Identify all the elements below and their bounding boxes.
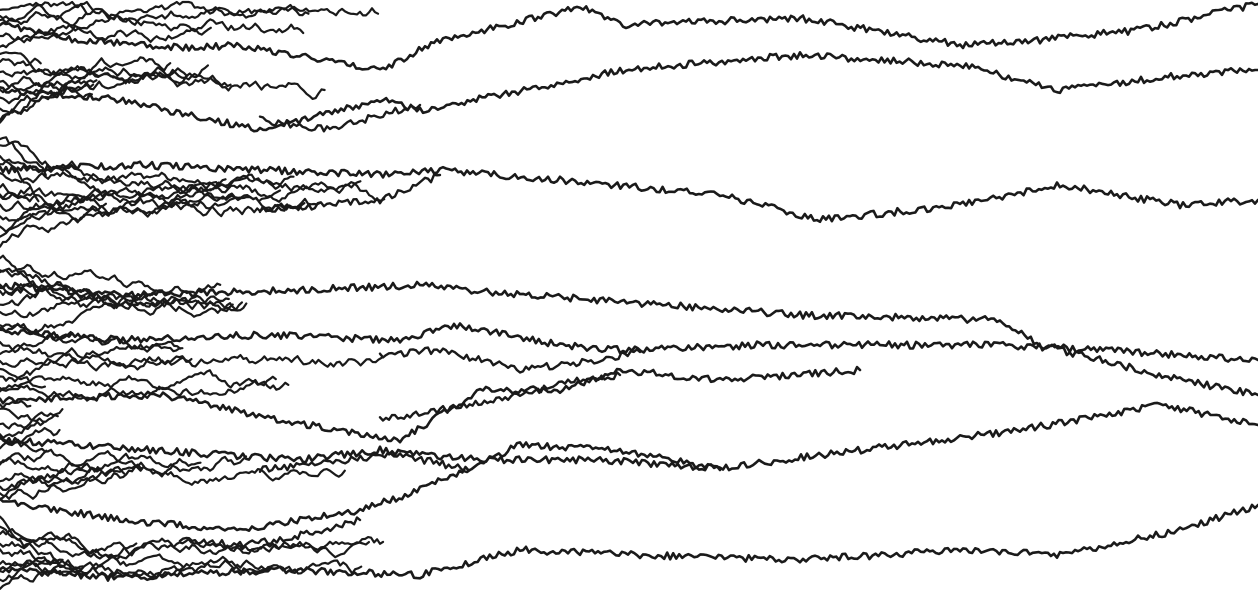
- walk-branch-64: [0, 537, 370, 590]
- walk-branch-57: [0, 525, 363, 575]
- walk-branch-14: [0, 79, 98, 124]
- walk-merge-3: [378, 346, 642, 374]
- walk-branch-46: [0, 408, 64, 430]
- walk-trunk-5: [0, 322, 1258, 363]
- walk-branch-5: [0, 5, 380, 49]
- walk-branch-4: [0, 23, 212, 43]
- walk-branch-43: [0, 369, 277, 393]
- walk-trunk-2: [0, 51, 1258, 133]
- walk-branch-6: [0, 51, 189, 83]
- walk-branch-53: [0, 466, 102, 491]
- walk-branch-25: [0, 174, 362, 233]
- walk-merge-2: [258, 173, 442, 214]
- walk-merge-4: [378, 371, 622, 422]
- walk-branch-48: [0, 426, 61, 446]
- walk-branch-63: [0, 558, 64, 583]
- walk-branch-55: [0, 463, 346, 501]
- walk-merge-1: [258, 103, 422, 133]
- walk-branch-7: [0, 57, 42, 67]
- walk-branch-22: [0, 187, 107, 208]
- walk-branch-15: [0, 136, 47, 177]
- walk-branch-39: [0, 343, 184, 369]
- walk-branch-29: [0, 263, 222, 295]
- walk-branch-56: [0, 515, 84, 570]
- walk-branch-12: [0, 56, 172, 115]
- walk-branch-51: [0, 450, 202, 476]
- walk-trunk-1: [0, 1, 1258, 71]
- walk-branch-41: [0, 375, 46, 389]
- walk-branch-45: [0, 407, 59, 423]
- walk-branch-18: [0, 158, 295, 190]
- walk-trunk-3: [0, 160, 1258, 224]
- walk-merge-5: [258, 451, 472, 474]
- walk-branch-11: [0, 64, 209, 105]
- walk-branch-27: [0, 193, 306, 248]
- walk-branch-44: [0, 400, 32, 409]
- walk-branch-1: [0, 0, 305, 35]
- walk-branch-35: [0, 298, 248, 334]
- walk-branch-47: [0, 420, 45, 439]
- walk-merge-6: [178, 516, 362, 549]
- walk-branch-34: [0, 290, 157, 319]
- walk-branch-54: [0, 461, 146, 500]
- walk-trunk-7: [0, 401, 1258, 472]
- walk-branch-58: [0, 528, 138, 560]
- walk-trunk-9: [0, 503, 1258, 582]
- walk-branch-24: [0, 181, 386, 222]
- walk-branch-49: [0, 440, 248, 473]
- walk-branch-40: [0, 347, 193, 379]
- walk-trunk-8: [0, 441, 722, 532]
- walk-branch-59: [0, 532, 385, 559]
- walk-branch-42: [0, 378, 290, 402]
